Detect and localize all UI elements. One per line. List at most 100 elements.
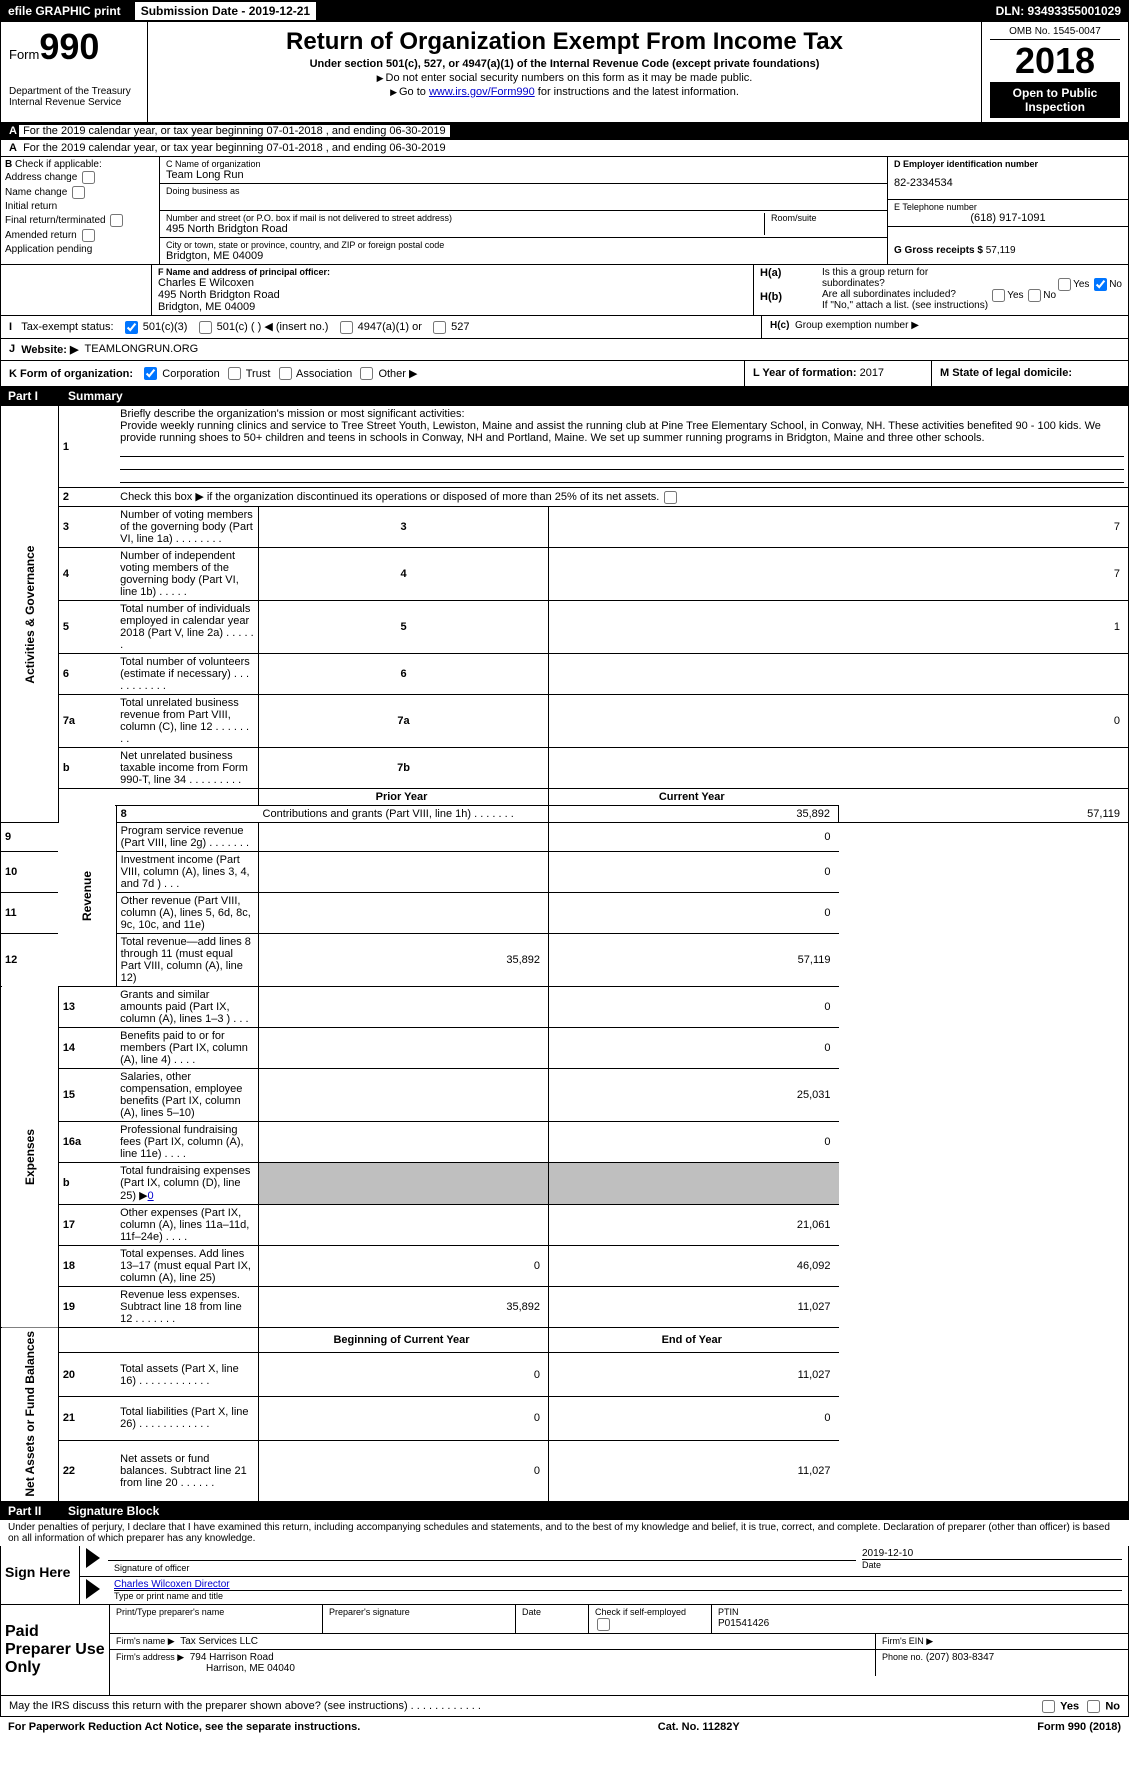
addr-change-check[interactable] — [82, 171, 95, 184]
part1-title: Summary — [68, 389, 123, 403]
irs-yes-check[interactable] — [1042, 1700, 1055, 1713]
beg-year-header: Beginning of Current Year — [259, 1327, 549, 1353]
final-return-label: Final return/terminated — [5, 215, 106, 226]
hb-no-check[interactable] — [1028, 289, 1041, 302]
sign-here-label: Sign Here — [1, 1546, 80, 1604]
line16a-curr: 0 — [549, 1121, 839, 1162]
line13-prior — [259, 986, 549, 1027]
l-val: 2017 — [860, 367, 884, 379]
line18-prior: 0 — [259, 1245, 549, 1286]
hb-label: Are all subordinates included? — [822, 289, 956, 300]
line17-text: Other expenses (Part IX, column (A), lin… — [116, 1204, 258, 1245]
sig-officer-label: Signature of officer — [114, 1563, 189, 1573]
assoc-check[interactable] — [279, 367, 292, 380]
ein-val: 82-2334534 — [894, 169, 1122, 197]
hc-label: Group exemption number ▶ — [795, 320, 919, 331]
f-label: F Name and address of principal officer: — [158, 267, 330, 277]
officer-name[interactable]: Charles Wilcoxen Director — [114, 1579, 1122, 1590]
line2: Check this box ▶ if the organization dis… — [116, 488, 1128, 507]
self-emp-check[interactable] — [597, 1618, 610, 1631]
line6-text: Total number of volunteers (estimate if … — [116, 653, 258, 694]
year-block: OMB No. 1545-0047 2018 Open to Public In… — [982, 22, 1128, 122]
527-check[interactable] — [433, 321, 446, 334]
line10-text: Investment income (Part VIII, column (A)… — [116, 851, 258, 892]
irs-discuss: May the IRS discuss this return with the… — [9, 1700, 481, 1712]
line16b-text: Total fundraising expenses (Part IX, col… — [120, 1165, 250, 1202]
line16a-text: Professional fundraising fees (Part IX, … — [116, 1121, 258, 1162]
line7a-text: Total unrelated business revenue from Pa… — [116, 694, 258, 747]
ptin-val: P01541426 — [718, 1618, 769, 1629]
ps-label: Preparer's signature — [329, 1607, 410, 1617]
ha-yes-check[interactable] — [1058, 278, 1071, 291]
f-city: Bridgton, ME 04009 — [158, 301, 747, 313]
trust-check[interactable] — [228, 367, 241, 380]
open-to-public: Open to Public Inspection — [990, 82, 1120, 118]
pt-label: Print/Type preparer's name — [116, 1607, 224, 1617]
phone-label: E Telephone number — [894, 202, 1122, 212]
line12-prior: 35,892 — [259, 933, 549, 986]
h-ifno: If "No," attach a list. (see instruction… — [822, 300, 1122, 311]
corp-check[interactable] — [144, 367, 157, 380]
addr-change-label: Address change — [5, 172, 77, 183]
arrow-icon-2 — [86, 1579, 100, 1599]
line18-curr: 46,092 — [549, 1245, 839, 1286]
line13-text: Grants and similar amounts paid (Part IX… — [116, 986, 258, 1027]
line6-val — [549, 653, 1129, 694]
name-change-check[interactable] — [72, 186, 85, 199]
line15-text: Salaries, other compensation, employee b… — [116, 1068, 258, 1121]
tax-exempt-label: Tax-exempt status: — [21, 321, 113, 333]
line14-text: Benefits paid to or for members (Part IX… — [116, 1027, 258, 1068]
amended-check[interactable] — [82, 229, 95, 242]
line16b-val[interactable]: 0 — [148, 1190, 154, 1202]
line3-text: Number of voting members of the governin… — [116, 506, 258, 547]
hb-yes-check[interactable] — [992, 289, 1005, 302]
form-id-block: Form990 Department of the Treasury Inter… — [1, 22, 148, 122]
gross-label: G Gross receipts $ — [894, 245, 983, 256]
irs-no-check[interactable] — [1087, 1700, 1100, 1713]
line16a-prior — [259, 1121, 549, 1162]
line7a-val: 0 — [549, 694, 1129, 747]
line5-val: 1 — [549, 600, 1129, 653]
501c-check[interactable] — [199, 321, 212, 334]
phone-val: (618) 917-1091 — [894, 212, 1122, 224]
tax-year: 2018 — [990, 40, 1120, 82]
irs-link[interactable]: www.irs.gov/Form990 — [429, 86, 535, 98]
part2-num: Part II — [8, 1504, 68, 1518]
f-name: Charles E Wilcoxen — [158, 277, 747, 289]
line4-text: Number of independent voting members of … — [116, 547, 258, 600]
line19-curr: 11,027 — [549, 1286, 839, 1327]
prior-year-header: Prior Year — [259, 788, 549, 805]
city-label: City or town, state or province, country… — [166, 240, 881, 250]
sub3-post: for instructions and the latest informat… — [535, 86, 739, 98]
line14-prior — [259, 1027, 549, 1068]
part1-header: Part I Summary — [0, 387, 1129, 405]
line20-curr: 11,027 — [549, 1353, 839, 1397]
part2-header: Part II Signature Block — [0, 1502, 1129, 1520]
end-year-header: End of Year — [549, 1327, 839, 1353]
street-val: 495 North Bridgton Road — [166, 223, 764, 235]
current-year-header: Current Year — [549, 788, 839, 805]
part1-num: Part I — [8, 389, 68, 403]
dln: DLN: 93493355001029 — [996, 4, 1121, 18]
501c3-check[interactable] — [125, 321, 138, 334]
final-return-check[interactable] — [110, 214, 123, 227]
line19-prior: 35,892 — [259, 1286, 549, 1327]
line14-curr: 0 — [549, 1027, 839, 1068]
cat-no: Cat. No. 11282Y — [658, 1721, 740, 1733]
4947-check[interactable] — [340, 321, 353, 334]
form-ref: Form 990 (2018) — [1037, 1721, 1121, 1733]
subtitle-1: Under section 501(c), 527, or 4947(a)(1)… — [310, 58, 820, 70]
line15-curr: 25,031 — [549, 1068, 839, 1121]
sub3-pre: Go to — [399, 86, 429, 98]
line2-check[interactable] — [664, 491, 677, 504]
ha-no-check[interactable] — [1094, 278, 1107, 291]
rev-label: Revenue — [58, 805, 116, 986]
line8-prior: 35,892 — [549, 805, 839, 822]
ptin-label: PTIN — [718, 1607, 739, 1617]
line19-text: Revenue less expenses. Subtract line 18 … — [116, 1286, 258, 1327]
line7b-val — [549, 747, 1129, 788]
line15-prior — [259, 1068, 549, 1121]
other-check[interactable] — [360, 367, 373, 380]
addr-label: Firm's address ▶ — [116, 1652, 184, 1662]
line9-prior — [259, 822, 549, 851]
